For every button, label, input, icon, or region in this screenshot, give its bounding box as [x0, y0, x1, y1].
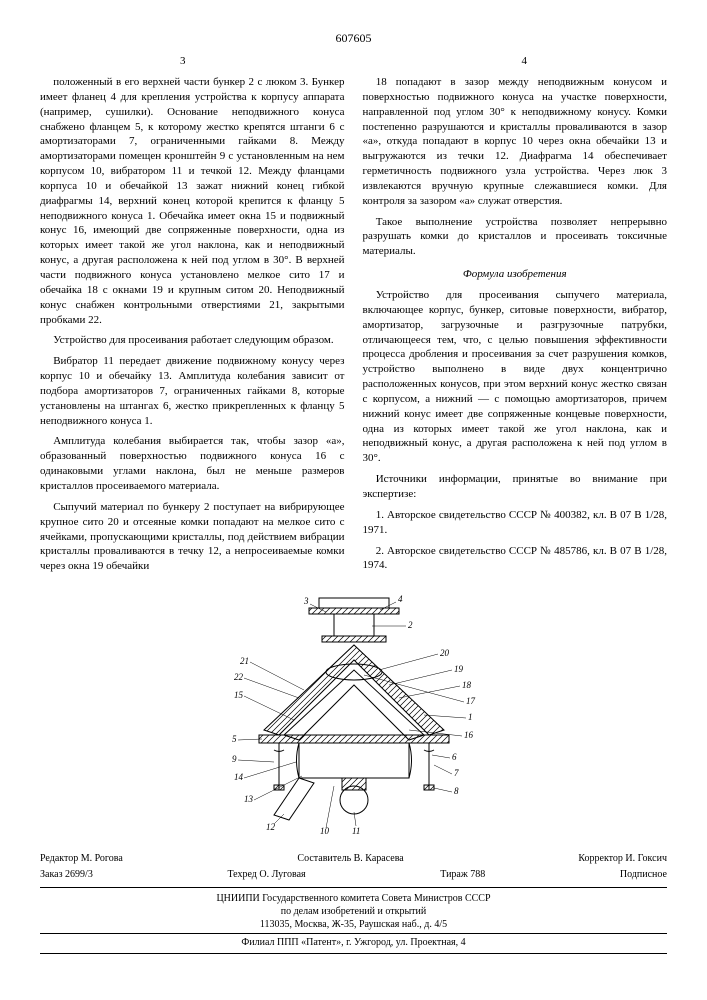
podpis-label: Подписное	[620, 868, 667, 882]
org-line: по делам изобретений и открытий	[40, 905, 667, 918]
addr-line: 113035, Москва, Ж-35, Раушская наб., д. …	[40, 918, 667, 931]
body-text: Устройство для просеивания работает след…	[40, 333, 345, 348]
drawing-svg: 4 3 2 20 19 18 17 1 16 21 22 15 5 9 14 1…	[204, 590, 504, 840]
svg-text:11: 11	[352, 826, 360, 836]
tehred-label: Техред О. Луговая	[227, 868, 305, 882]
svg-text:3: 3	[303, 596, 309, 606]
svg-text:6: 6	[452, 752, 457, 762]
svg-text:18: 18	[462, 680, 472, 690]
corrector-label: Корректор И. Гоксич	[578, 852, 667, 866]
svg-text:19: 19	[454, 664, 464, 674]
tirazh-label: Тираж 788	[440, 868, 485, 882]
page-num-right: 4	[522, 54, 528, 69]
body-text: Устройство для просеивания сыпучего мате…	[363, 288, 668, 466]
document-number: 607605	[40, 30, 667, 46]
svg-text:2: 2	[408, 620, 413, 630]
svg-text:17: 17	[466, 696, 476, 706]
svg-text:9: 9	[232, 754, 237, 764]
svg-text:16: 16	[464, 730, 474, 740]
formula-heading: Формула изобретения	[363, 267, 668, 282]
footer-credits-1: Редактор М. Рогова Составитель В. Карасе…	[40, 852, 667, 866]
body-text: 18 попадают в зазор между неподвижным ко…	[363, 75, 668, 209]
body-text: Сыпучий материал по бункеру 2 поступает …	[40, 500, 345, 574]
body-text: Амплитуда колебания выбирается так, чтоб…	[40, 434, 345, 493]
footer: Редактор М. Рогова Составитель В. Карасе…	[40, 852, 667, 954]
footer-org: ЦНИИПИ Государственного комитета Совета …	[40, 887, 667, 954]
left-column: положенный в его верхней части бункер 2 …	[40, 75, 345, 580]
svg-text:14: 14	[234, 772, 244, 782]
order-label: Заказ 2699/3	[40, 868, 93, 882]
svg-text:1: 1	[468, 712, 473, 722]
svg-text:12: 12	[266, 822, 276, 832]
editor-label: Редактор М. Рогова	[40, 852, 123, 866]
text-columns: положенный в его верхней части бункер 2 …	[40, 75, 667, 580]
svg-text:7: 7	[454, 768, 459, 778]
source-item: 2. Авторское свидетельство СССР № 485786…	[363, 544, 668, 574]
addr-line: Филиал ППП «Патент», г. Ужгород, ул. Про…	[40, 933, 667, 949]
svg-text:15: 15	[234, 690, 244, 700]
svg-text:8: 8	[454, 786, 459, 796]
page-numbers: 3 4	[40, 54, 667, 69]
svg-text:21: 21	[240, 656, 249, 666]
body-text: Такое выполнение устройства позволяет не…	[363, 215, 668, 260]
page-num-left: 3	[180, 54, 186, 69]
svg-text:20: 20	[440, 648, 450, 658]
org-line: ЦНИИПИ Государственного комитета Совета …	[40, 892, 667, 905]
sources-title: Источники информации, принятые во вниман…	[363, 472, 668, 502]
footer-credits-2: Заказ 2699/3 Техред О. Луговая Тираж 788…	[40, 868, 667, 882]
source-item: 1. Авторское свидетельство СССР № 400382…	[363, 508, 668, 538]
svg-text:5: 5	[232, 734, 237, 744]
svg-text:22: 22	[234, 672, 244, 682]
compiler-label: Составитель В. Карасева	[297, 852, 403, 866]
technical-drawing: 4 3 2 20 19 18 17 1 16 21 22 15 5 9 14 1…	[40, 590, 667, 840]
body-text: Вибратор 11 передает движение подвижному…	[40, 354, 345, 428]
svg-text:13: 13	[244, 794, 254, 804]
body-text: положенный в его верхней части бункер 2 …	[40, 75, 345, 327]
right-column: 18 попадают в зазор между неподвижным ко…	[363, 75, 668, 580]
svg-text:4: 4	[398, 594, 403, 604]
svg-text:10: 10	[320, 826, 330, 836]
